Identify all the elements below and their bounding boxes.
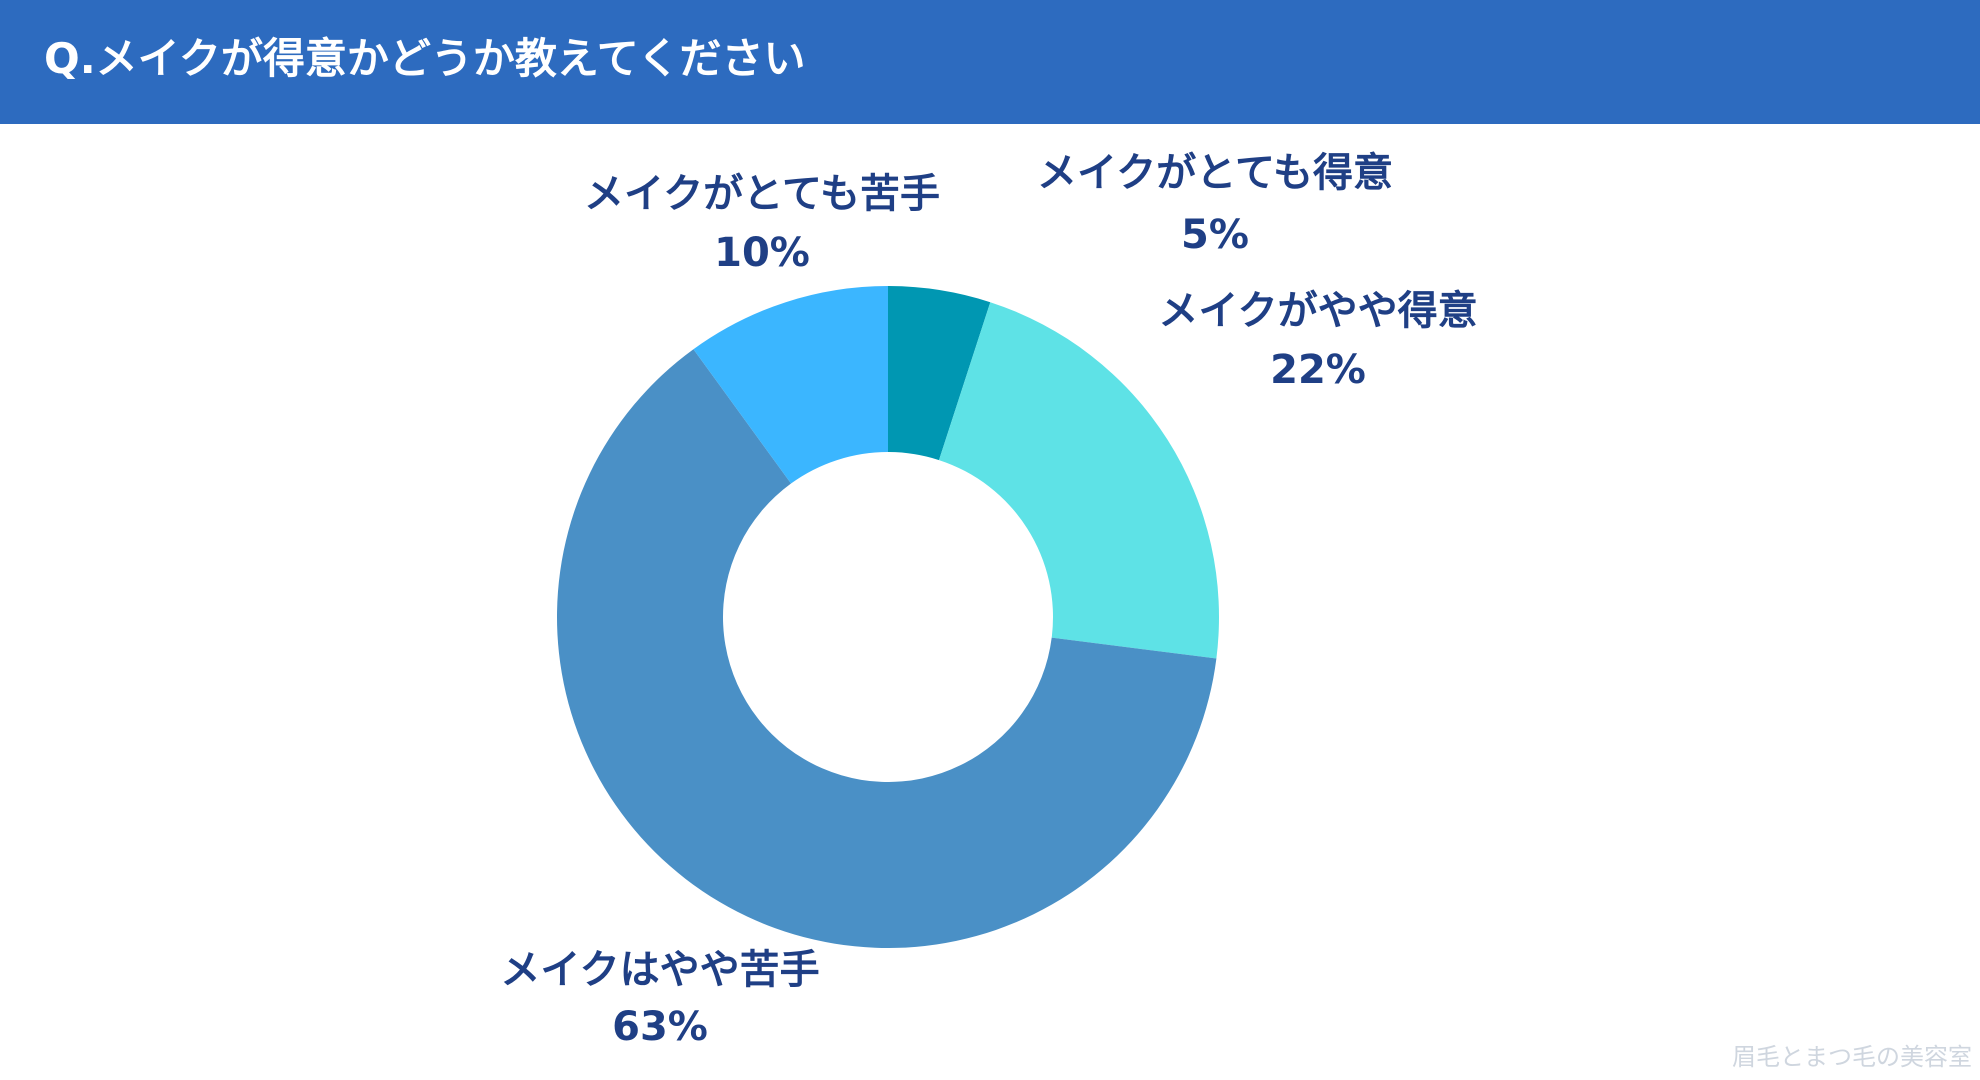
slice-very-good xyxy=(888,286,991,461)
donut-slices xyxy=(557,286,1220,948)
slice-value-somewhat-good: 22% xyxy=(1270,347,1366,393)
watermark-text: 眉毛とまつ毛の美容室 xyxy=(1732,1043,1972,1071)
slice-label-somewhat-poor: メイクはやや苦手 xyxy=(500,947,819,993)
slice-value-somewhat-poor: 63% xyxy=(612,1004,708,1050)
slice-label-very-poor: メイクがとても苦手 xyxy=(584,171,940,217)
header-bar: Q.メイクが得意かどうか教えてください xyxy=(0,0,1980,124)
slice-value-very-good: 5% xyxy=(1181,212,1249,258)
slice-very-poor xyxy=(693,286,888,484)
slice-somewhat-poor xyxy=(557,349,1217,948)
slice-label-somewhat-good: メイクがやや得意 xyxy=(1158,288,1477,334)
slice-label-very-good: メイクがとても得意 xyxy=(1037,150,1393,196)
slice-labels: メイクがとても得意 5% メイクがやや得意 22% メイクはやや苦手 63% メイクがとても… xyxy=(500,150,1477,1050)
slice-somewhat-good xyxy=(938,302,1220,659)
slice-value-very-poor: 10% xyxy=(714,230,810,276)
page-title: Q.メイクが得意かどうか教えてください xyxy=(44,34,806,83)
